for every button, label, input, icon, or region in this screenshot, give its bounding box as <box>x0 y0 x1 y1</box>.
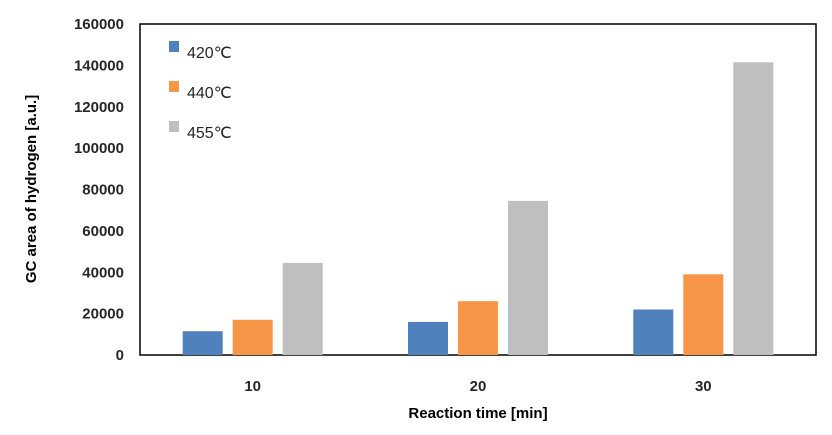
x-axis-title: Reaction time [min] <box>408 405 547 422</box>
y-tick-label: 140000 <box>74 57 124 74</box>
bar-series-3-cat-2 <box>508 200 548 355</box>
bar-series-1-cat-1 <box>182 331 223 355</box>
bar-series-3-cat-3 <box>733 62 774 356</box>
y-tick-label: 100000 <box>74 140 124 157</box>
bar-series-2-cat-3 <box>683 274 724 355</box>
x-tick-label: 10 <box>244 378 261 395</box>
y-tick-label: 80000 <box>82 182 124 199</box>
y-tick-label: 0 <box>116 347 124 364</box>
y-tick-label: 60000 <box>82 223 124 240</box>
x-tick-label: 20 <box>470 378 487 395</box>
y-tick-label: 120000 <box>74 99 124 116</box>
y-tick-label: 160000 <box>74 16 124 33</box>
y-tick-label: 40000 <box>82 264 124 281</box>
legend-label-2: 440℃ <box>187 85 232 102</box>
x-tick-label: 30 <box>695 378 712 395</box>
legend-label-3: 455℃ <box>187 125 232 142</box>
bar-series-1-cat-2 <box>408 321 448 355</box>
legend-swatch-1 <box>169 41 179 52</box>
bar-series-1-cat-3 <box>633 309 674 355</box>
bar-series-2-cat-2 <box>458 301 498 355</box>
bar-series-2-cat-1 <box>232 319 273 355</box>
y-tick-labels: 0 20000 40000 60000 80000 100000 120000 140000 1… <box>74 16 124 364</box>
bars-group <box>182 62 774 356</box>
legend: 420℃ 440℃ 455℃ <box>169 41 232 142</box>
legend-swatch-2 <box>169 81 179 92</box>
legend-label-1: 420℃ <box>187 45 232 62</box>
y-tick-label: 20000 <box>82 306 124 323</box>
x-tick-labels: 10 20 30 <box>244 378 711 395</box>
bar-series-3-cat-1 <box>282 262 323 355</box>
legend-swatch-3 <box>169 121 179 132</box>
y-axis-title: GC area of hydrogen [a.u.] <box>23 95 40 283</box>
